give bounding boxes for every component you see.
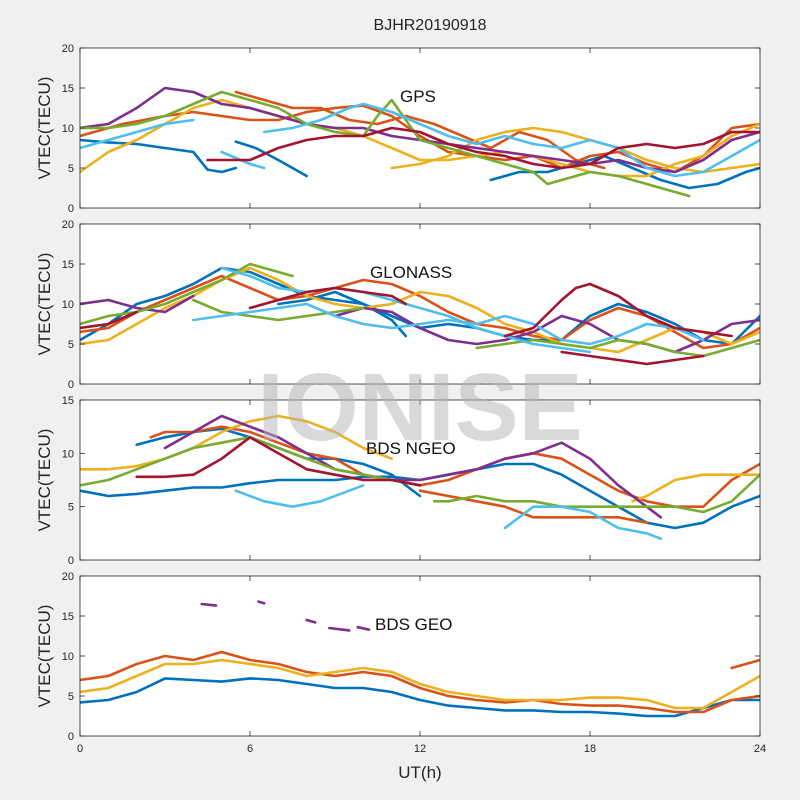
y-tick-label: 10 <box>62 123 74 135</box>
series-line <box>390 126 760 174</box>
y-tick-label: 15 <box>62 259 74 271</box>
x-tick-label: 18 <box>584 743 596 755</box>
panel-label: BDS NGEO <box>366 439 456 458</box>
series-line <box>135 436 422 487</box>
x-tick-labels: 0 6 12 18 24 <box>77 743 766 755</box>
panel-label: BDS GEO <box>375 615 452 634</box>
figure-title: BJHR20190918 <box>374 17 487 34</box>
plot-area <box>80 224 760 384</box>
series-line <box>305 618 317 624</box>
y-axis-label: VTEC(TECU) <box>35 605 54 708</box>
series-line <box>163 414 663 519</box>
series-line <box>248 286 408 310</box>
series-line <box>234 90 606 170</box>
y-tick-label: 20 <box>62 219 74 231</box>
series-line <box>333 306 760 354</box>
panels: 0 5 10 15 20 VTEC(TECU) GPS 0 5 10 15 20 VTEC(TECU) G… <box>35 43 761 743</box>
y-tick-label: 0 <box>68 203 74 215</box>
y-axis-label: VTEC(TECU) <box>35 77 54 180</box>
y-tick-label: 5 <box>68 339 74 351</box>
y-tick-label: 15 <box>62 611 74 623</box>
series-line <box>149 425 760 508</box>
series-group <box>80 414 760 540</box>
series-line <box>277 290 408 338</box>
series-group <box>80 262 760 366</box>
plot-area <box>80 576 760 736</box>
series-line <box>80 90 691 198</box>
x-tick-label: 24 <box>754 743 766 755</box>
series-line <box>80 650 760 714</box>
y-tick-label: 20 <box>62 571 74 583</box>
series-line <box>80 310 138 330</box>
series-line <box>80 138 238 174</box>
series-line <box>206 126 760 170</box>
y-tick-label: 20 <box>62 43 74 55</box>
series-line <box>192 302 705 346</box>
plot-area <box>80 48 760 208</box>
series-line <box>356 625 371 631</box>
series-line <box>234 484 365 508</box>
y-tick-label: 0 <box>68 555 74 567</box>
x-tick-label: 6 <box>247 743 253 755</box>
series-line <box>730 658 760 670</box>
series-line <box>80 414 393 471</box>
x-axis-label: UT(h) <box>398 763 441 782</box>
panel-glonass: 0 5 10 15 20 VTEC(TECU) GLONASS <box>35 219 761 391</box>
y-tick-label: 15 <box>62 83 74 95</box>
series-line <box>80 98 760 178</box>
series-line <box>80 118 195 150</box>
series-line <box>262 102 760 178</box>
y-tick-label: 10 <box>62 651 74 663</box>
y-axis-label: VTEC(TECU) <box>35 253 54 356</box>
y-tick-label: 10 <box>62 448 74 460</box>
series-line <box>560 350 705 366</box>
series-line <box>631 473 760 503</box>
series-line <box>80 262 294 326</box>
series-line <box>80 658 760 710</box>
panel-bds-ngeo: 0 5 10 15 VTEC(TECU) BDS NGEO <box>35 395 761 567</box>
series-line <box>503 282 733 338</box>
series-line <box>328 626 351 632</box>
panel-label: GPS <box>400 87 436 106</box>
series-line <box>503 505 663 540</box>
y-tick-label: 15 <box>62 395 74 407</box>
panel-label: GLONASS <box>370 263 452 282</box>
y-tick-label: 0 <box>68 379 74 391</box>
y-tick-label: 5 <box>68 163 74 175</box>
series-line <box>418 489 648 524</box>
panel-bds-geo: 0 5 10 15 20 VTEC(TECU) BDS GEO <box>35 571 761 743</box>
series-line <box>80 294 195 314</box>
x-tick-label: 12 <box>414 743 426 755</box>
y-axis-label: VTEC(TECU) <box>35 429 54 532</box>
series-line <box>432 473 760 514</box>
y-tick-label: 0 <box>68 731 74 743</box>
series-line <box>200 602 218 607</box>
series-group <box>80 86 760 198</box>
watermark: IONISE <box>257 354 582 461</box>
x-tick-label: 0 <box>77 743 83 755</box>
panel-gps: 0 5 10 15 20 VTEC(TECU) GPS <box>35 43 761 215</box>
series-line <box>257 600 266 605</box>
series-group <box>80 600 760 718</box>
y-tick-label: 5 <box>68 691 74 703</box>
series-line <box>220 150 266 170</box>
series-line <box>192 298 365 322</box>
y-tick-label: 5 <box>68 502 74 514</box>
series-line <box>80 677 760 718</box>
series-line <box>489 154 760 190</box>
y-tick-label: 10 <box>62 299 74 311</box>
